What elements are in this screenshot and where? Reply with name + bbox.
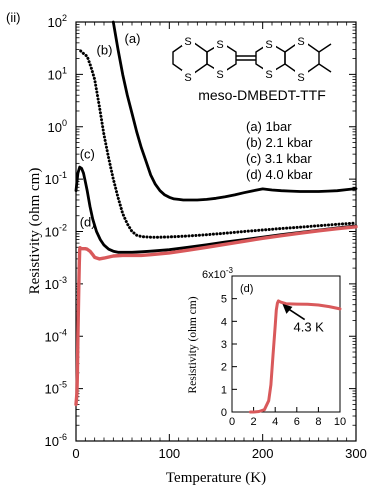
inset-y-tick-label: 2 — [221, 362, 227, 374]
atom-s: S — [297, 72, 304, 84]
y-tick-label: 100 — [48, 118, 67, 135]
inset-curve-label: (d) — [240, 283, 253, 295]
atom-s: S — [265, 39, 272, 51]
inset-annotation: 4.3 K — [282, 303, 325, 335]
inset-x-tick-label: 2 — [251, 416, 257, 428]
inset-y-tick-label: 4 — [221, 316, 227, 328]
curve-label-c: (c) — [80, 146, 95, 161]
annotation-arrow-head — [282, 303, 293, 314]
atom-s: S — [184, 72, 191, 84]
panel-label: (ii) — [6, 10, 20, 25]
x-tick-label: 200 — [252, 446, 274, 461]
y-tick-label: 10-6 — [45, 432, 67, 449]
inset-x-tick-label: 8 — [315, 416, 321, 428]
inset-axis-ticks: 0 2 4 6 8 10 0 1 2 3 4 5 — [221, 294, 346, 428]
curve-label-d: (d) — [80, 214, 96, 229]
y-tick-label: 10-2 — [45, 223, 67, 240]
legend-entry-b: (b) 2.1 kbar — [246, 135, 313, 150]
series-line-d — [74, 225, 358, 407]
inset-series-line-d — [248, 299, 342, 414]
inset-x-tick-label: 4 — [272, 416, 278, 428]
methyl-bottom — [318, 63, 332, 73]
legend: (a) 1bar (b) 2.1 kbar (c) 3.1 kbar (d) 4… — [246, 119, 313, 182]
methyl-top — [318, 43, 332, 53]
curve-label-a: (a) — [125, 31, 141, 46]
molecule-structure: S S S S S S S S meso-DMBEDT-TTF — [172, 34, 332, 103]
inset-y-tick-label: 1 — [221, 384, 227, 396]
inset-y-tick-label: 3 — [221, 339, 227, 351]
inset-x-tick-label: 0 — [229, 416, 235, 428]
molecule-name: meso-DMBEDT-TTF — [198, 87, 326, 103]
series-line-b — [79, 49, 358, 239]
x-tick-label: 100 — [158, 446, 180, 461]
atom-s: S — [184, 36, 191, 48]
inset-y-tick-label: 0 — [221, 407, 227, 419]
main-curve-labels: (a) (b) (c) (d) — [80, 31, 141, 230]
y-tick-label: 10-3 — [45, 275, 67, 292]
y-tick-label: 101 — [48, 65, 67, 82]
x-tick-label: 300 — [345, 446, 367, 461]
legend-entry-c: (c) 3.1 kbar — [246, 151, 312, 166]
y-tick-label: 10-5 — [45, 380, 67, 397]
legend-entry-d: (d) 4.0 kbar — [246, 167, 313, 182]
legend-entry-a: (a) 1bar — [246, 119, 292, 134]
inset-y-tick-label: 5 — [221, 294, 227, 306]
series-line-c — [74, 165, 358, 254]
inset-y-multiplier: 6x10-3 — [202, 266, 234, 281]
inset-x-tick-label: 6 — [294, 416, 300, 428]
inset-series-group: (d) — [240, 283, 342, 414]
main-x-axis-label: Temperature (K) — [166, 470, 266, 486]
series-line-a — [111, 20, 358, 202]
y-tick-label: 102 — [48, 13, 67, 30]
annotation-arrow-shaft — [288, 308, 306, 321]
atom-s: S — [216, 39, 223, 51]
inset-x-tick-label: 10 — [334, 416, 346, 428]
y-tick-label: 10-4 — [45, 327, 67, 344]
curve-label-b: (b) — [97, 42, 113, 57]
inset-y-axis-label: Resistivity (ohm cm) — [187, 296, 199, 393]
main-plot: 0 100 200 30010-610-510-410-310-210-1100101… — [27, 13, 367, 486]
x-tick-label: 0 — [72, 446, 79, 461]
main-series-group — [74, 20, 358, 407]
y-tick-label: 10-1 — [45, 170, 67, 187]
atom-s: S — [216, 69, 223, 81]
atom-s: S — [265, 69, 272, 81]
atom-s: S — [297, 36, 304, 48]
inset-plot: 0 2 4 6 8 10 0 1 2 3 4 5 (d) 4.3 K 6x10-3 Resistivi… — [187, 266, 348, 428]
main-axis-ticks: 0 100 200 30010-610-510-410-310-210-1100101… — [45, 13, 367, 461]
annotation-text: 4.3 K — [294, 320, 325, 335]
main-y-axis-label: Resistivity (ohm cm) — [27, 168, 43, 295]
